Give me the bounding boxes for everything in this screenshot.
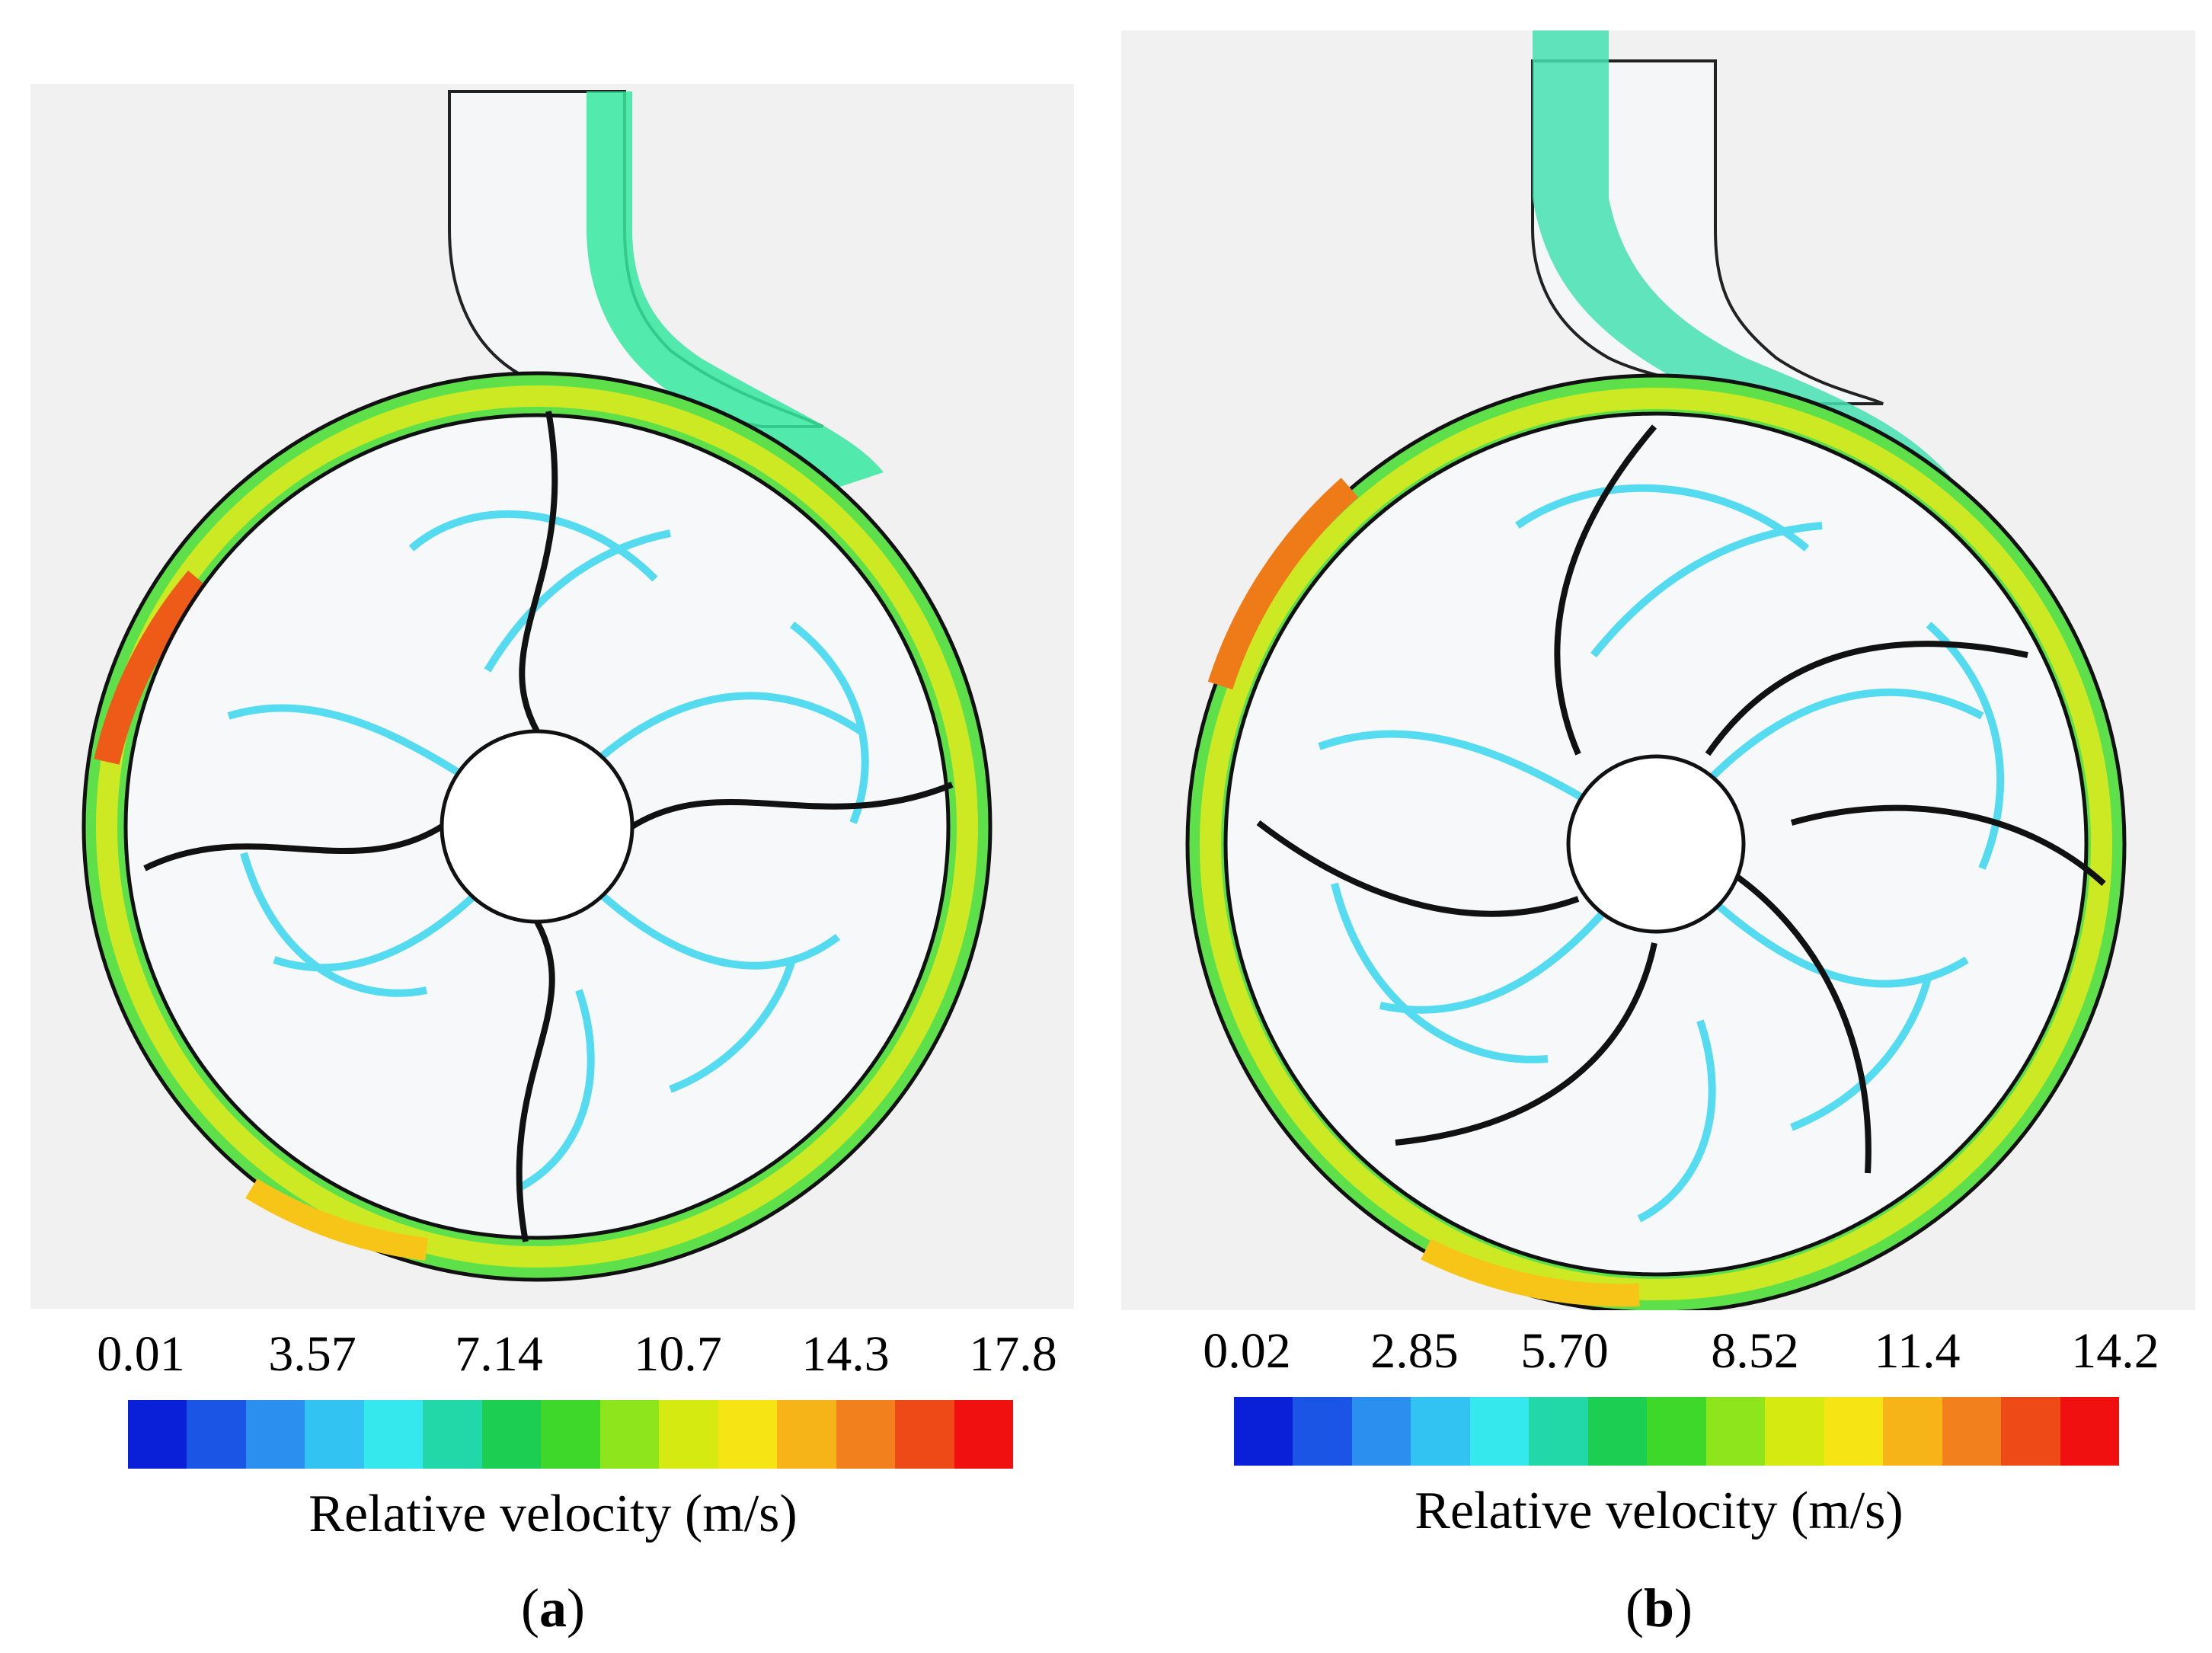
colorbar-segment	[363, 1400, 424, 1469]
colorbar-segment	[1234, 1397, 1293, 1466]
colorbar-segment	[1883, 1397, 1942, 1466]
colorbar-segment	[836, 1400, 896, 1469]
colorbar-title-a: Relative velocity (m/s)	[308, 1485, 798, 1543]
outlet-jet-a	[587, 91, 884, 488]
colorbar-segment	[481, 1400, 542, 1469]
colorbar-tick-a-3: 10.7	[634, 1326, 722, 1382]
colorbar-tick-b-3: 8.52	[1711, 1323, 1799, 1379]
colorbar-segment	[1351, 1397, 1411, 1466]
impeller-hub-b	[1566, 754, 1746, 934]
colorbar-tick-a-5: 17.8	[969, 1326, 1057, 1382]
caption-b: (b)	[1625, 1578, 1693, 1639]
colorbar-a	[128, 1400, 1014, 1469]
colorbar-segment	[1647, 1397, 1706, 1466]
colorbar-tick-a-2: 7.14	[455, 1326, 543, 1382]
colorbar-segment	[541, 1400, 600, 1469]
colorbar-segment	[599, 1400, 660, 1469]
velocity-vector-plot-b	[1121, 30, 2195, 1310]
colorbar-b	[1234, 1397, 2120, 1466]
colorbar-segment	[305, 1400, 364, 1469]
colorbar-segment	[1824, 1397, 1884, 1466]
colorbar-segment	[245, 1400, 305, 1469]
colorbar-segment	[659, 1400, 718, 1469]
colorbar-segment	[718, 1400, 778, 1469]
panel-b: 0.02 2.85 5.70 8.52 11.4 14.2 Relative v…	[1106, 0, 2212, 1653]
colorbar-title-b: Relative velocity (m/s)	[1414, 1482, 1904, 1540]
colorbar-tick-b-0: 0.02	[1203, 1323, 1291, 1379]
impeller-blades-b	[1256, 424, 2106, 1174]
colorbar-segment	[1469, 1397, 1530, 1466]
caption-a: (a)	[521, 1578, 585, 1639]
colorbar-segment	[128, 1400, 187, 1469]
colorbar-segment	[2060, 1397, 2120, 1466]
colorbar-segment	[1293, 1397, 1352, 1466]
impeller-blades-a	[143, 411, 954, 1242]
colorbar-segment	[777, 1400, 836, 1469]
panel-a: 0.01 3.57 7.14 10.7 14.3 17.8 Relative v…	[0, 84, 1106, 1639]
colorbar-segment	[1705, 1397, 1766, 1466]
colorbar-ticks-b: 0.02 2.85 5.70 8.52 11.4 14.2	[1106, 1322, 2212, 1391]
colorbar-segment	[1765, 1397, 1824, 1466]
colorbar-segment	[954, 1400, 1014, 1469]
colorbar-segment	[2001, 1397, 2060, 1466]
velocity-vector-plot-a	[30, 84, 1074, 1309]
impeller-hub-a	[440, 729, 635, 924]
colorbar-tick-b-1: 2.85	[1370, 1323, 1459, 1379]
colorbar-segment	[187, 1400, 246, 1469]
colorbar-ticks-a: 0.01 3.57 7.14 10.7 14.3 17.8	[0, 1325, 1106, 1394]
colorbar-segment	[1942, 1397, 2002, 1466]
colorbar-tick-b-4: 11.4	[1874, 1323, 1961, 1379]
colorbar-segment	[1587, 1397, 1648, 1466]
colorbar-tick-a-4: 14.3	[801, 1326, 890, 1382]
colorbar-segment	[1529, 1397, 1588, 1466]
colorbar-segment	[895, 1400, 954, 1469]
colorbar-tick-a-1: 3.57	[268, 1326, 356, 1382]
colorbar-tick-b-2: 5.70	[1520, 1323, 1609, 1379]
colorbar-segment	[1411, 1397, 1470, 1466]
colorbar-tick-a-0: 0.01	[97, 1326, 185, 1382]
streamlines-b	[1318, 484, 2004, 1223]
colorbar-tick-b-5: 14.2	[2071, 1323, 2159, 1379]
colorbar-segment	[423, 1400, 482, 1469]
